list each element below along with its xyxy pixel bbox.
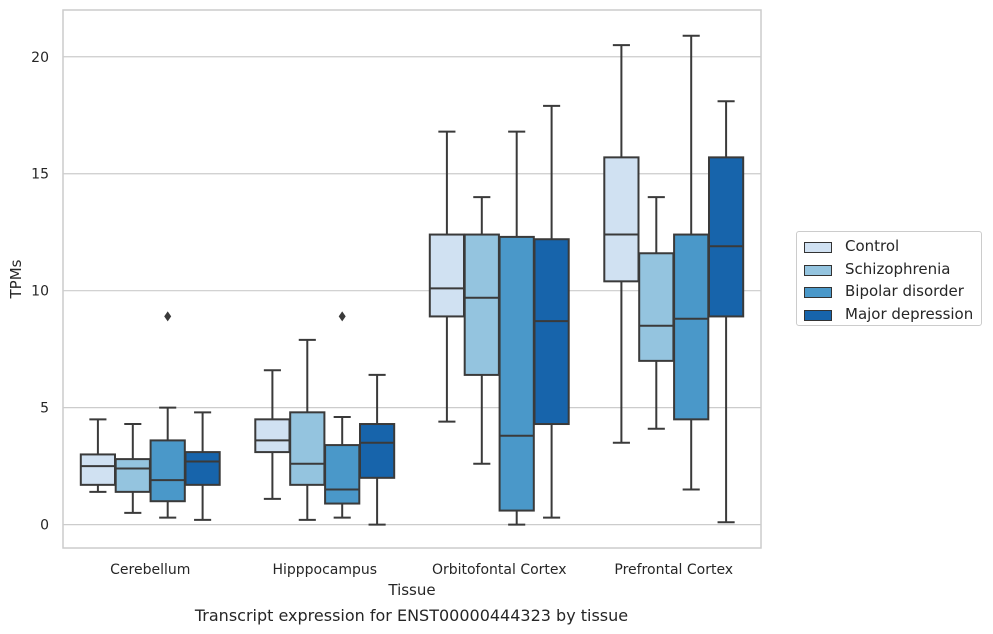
iqr-box <box>603 156 640 283</box>
iqr-box <box>79 453 117 486</box>
y-tick-label: 10 <box>31 284 49 300</box>
outlier-point <box>164 311 172 322</box>
outlier-point <box>338 311 346 322</box>
y-axis-label: TPMs <box>7 259 25 299</box>
legend-label-control: Control <box>845 237 900 255</box>
iqr-box <box>324 444 361 505</box>
legend: Control Schizophrenia Bipolar disorder M… <box>796 231 982 326</box>
box-major-depression <box>184 411 221 521</box>
legend-item-bipolar-disorder: Bipolar disorder <box>797 281 981 304</box>
chart-title: Transcript expression for ENST0000044432… <box>194 606 629 625</box>
x-axis-label: Tissue <box>387 581 435 599</box>
y-tick-label: 20 <box>31 50 49 66</box>
legend-label-schizophrenia: Schizophrenia <box>845 259 951 278</box>
iqr-box <box>498 235 535 512</box>
x-tick-label: Orbitofontal Cortex <box>432 562 567 578</box>
box-schizophrenia <box>289 338 326 521</box>
box-major-depression <box>533 104 570 519</box>
iqr-box <box>638 252 675 362</box>
iqr-box <box>428 233 466 318</box>
box-schizophrenia <box>638 196 675 430</box>
y-tick-label: 5 <box>40 401 49 417</box>
box-bipolar-disorder <box>149 311 186 519</box>
box-control <box>254 369 291 500</box>
iqr-box <box>707 156 745 318</box>
y-tick-labels: 0 5 10 15 20 <box>31 50 49 534</box>
legend-swatch-major-depression <box>804 309 832 321</box>
iqr-box <box>149 439 186 503</box>
box-major-depression <box>707 100 745 524</box>
x-tick-label: Prefrontal Cortex <box>614 562 733 578</box>
box-control <box>79 418 117 493</box>
iqr-box <box>463 233 500 376</box>
iqr-box <box>114 458 151 493</box>
legend-label-major-depression: Major depression <box>845 304 974 323</box>
box-control <box>428 130 466 423</box>
box-plots <box>79 34 745 526</box>
legend-swatch-bipolar-disorder <box>804 287 832 298</box>
legend-item-major-depression: Major depression <box>797 304 981 327</box>
x-tick-labels: Cerebellum Hipppocampus Orbitofontal Corte… <box>110 562 733 578</box>
grid-lines <box>63 56 761 526</box>
box-control <box>603 44 640 444</box>
legend-swatch-schizophrenia <box>804 264 832 276</box>
box-schizophrenia <box>114 423 151 514</box>
box-schizophrenia <box>463 196 500 465</box>
box-bipolar-disorder <box>324 311 361 519</box>
y-tick-label: 15 <box>31 167 49 183</box>
iqr-box <box>533 238 570 426</box>
box-bipolar-disorder <box>673 34 710 491</box>
iqr-box <box>184 451 221 486</box>
iqr-box <box>673 233 710 421</box>
box-major-depression <box>358 373 396 526</box>
iqr-box <box>254 418 291 454</box>
plot-frame <box>62 9 762 549</box>
legend-item-control: Control <box>797 236 981 259</box>
legend-label-bipolar-disorder: Bipolar disorder <box>845 282 964 300</box>
iqr-box <box>358 423 396 479</box>
x-tick-label: Hipppocampus <box>272 562 377 578</box>
box-bipolar-disorder <box>498 130 535 526</box>
x-tick-label: Cerebellum <box>110 562 190 578</box>
y-tick-label: 0 <box>40 518 49 534</box>
iqr-box <box>289 411 326 486</box>
legend-item-schizophrenia: Schizophrenia <box>797 259 981 282</box>
legend-swatch-control <box>804 242 832 253</box>
